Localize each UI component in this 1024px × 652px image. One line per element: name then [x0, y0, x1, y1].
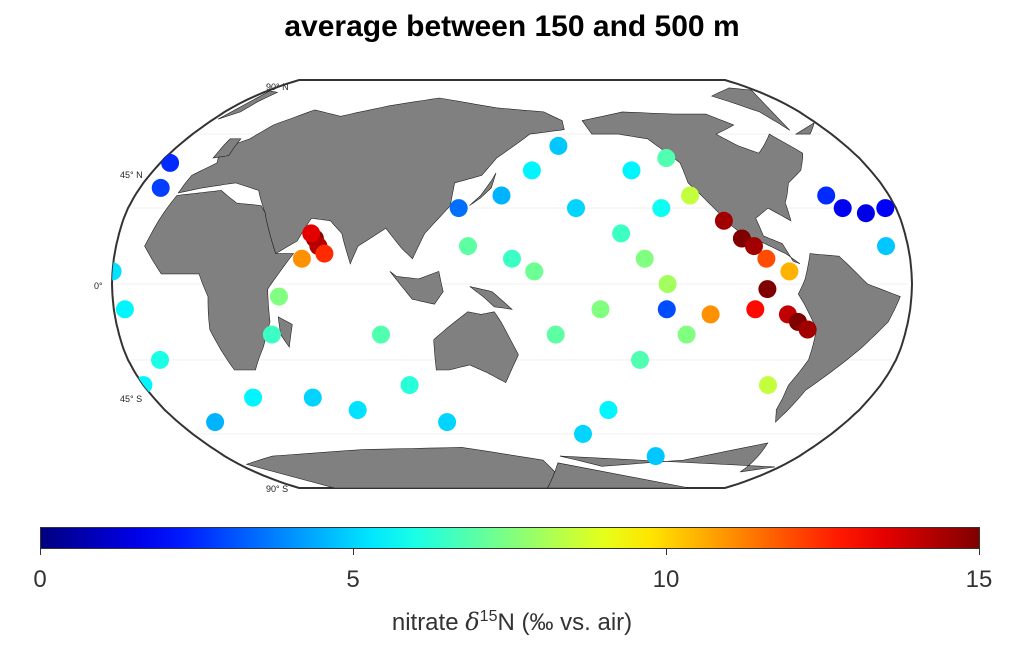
station-marker — [348, 401, 367, 419]
station-marker — [244, 388, 263, 407]
station-marker — [438, 413, 457, 432]
latitude-labels: 90° N 45° N 0° 45° S 90° S — [94, 82, 289, 494]
station-marker — [817, 186, 836, 205]
station-markers — [112, 136, 895, 466]
station-marker — [677, 325, 696, 344]
colorbar-tick-label-15: 15 — [965, 566, 993, 593]
colorbar-tick-5 — [353, 549, 354, 555]
station-marker — [757, 249, 776, 268]
station-marker — [302, 224, 321, 243]
station-marker — [759, 376, 777, 395]
station-marker — [657, 149, 676, 167]
station-marker — [658, 275, 677, 293]
station-marker — [745, 237, 763, 256]
station-marker — [876, 199, 895, 218]
station-marker — [151, 350, 169, 369]
lat-label-0: 0° — [94, 281, 103, 291]
station-marker — [833, 199, 852, 218]
colorbar-label-symbol: δ — [465, 608, 480, 636]
station-marker — [546, 325, 565, 344]
station-marker — [303, 388, 322, 407]
landmass — [469, 172, 497, 206]
station-marker — [856, 204, 875, 223]
lat-label-45n: 45° N — [120, 170, 143, 180]
station-marker — [549, 136, 568, 155]
colorbar — [40, 527, 980, 549]
station-marker — [492, 186, 511, 205]
station-marker — [372, 325, 390, 344]
station-marker — [877, 237, 895, 256]
colorbar-tick-10 — [666, 549, 667, 555]
station-marker — [652, 199, 671, 218]
landmass — [559, 442, 775, 473]
station-marker — [292, 249, 311, 268]
station-marker — [525, 262, 544, 281]
landmass — [469, 286, 513, 310]
station-marker — [591, 300, 610, 319]
station-marker — [681, 186, 700, 205]
lat-label-45s: 45° S — [120, 394, 142, 404]
station-marker — [134, 376, 153, 395]
map-title: average between 150 and 500 m — [284, 10, 740, 43]
station-marker — [635, 249, 654, 268]
station-marker — [758, 280, 777, 299]
station-marker — [714, 211, 733, 230]
landmass — [433, 311, 519, 384]
station-marker — [400, 376, 419, 395]
colorbar-label-suffix: N (‰ vs. air) — [497, 609, 633, 636]
landmass — [212, 138, 242, 159]
landmass — [581, 111, 804, 265]
landmass — [794, 122, 815, 135]
land-masses — [144, 87, 901, 488]
station-marker — [161, 153, 180, 172]
landmass — [389, 271, 444, 305]
landmass — [711, 87, 791, 131]
colorbar-label-superscript: 15 — [479, 608, 498, 625]
colorbar-tick-label-0: 0 — [33, 566, 47, 593]
station-marker — [746, 300, 765, 319]
colorbar-label: nitrate δ15N (‰ vs. air) — [0, 608, 1024, 637]
colorbar-label-prefix: nitrate — [391, 609, 466, 636]
station-marker — [567, 199, 585, 218]
station-marker — [115, 300, 134, 319]
landmass — [775, 253, 901, 423]
station-marker — [798, 320, 817, 339]
station-marker — [522, 161, 541, 180]
colorbar-tick-label-10: 10 — [652, 566, 680, 593]
colorbar-tick-15 — [979, 549, 980, 555]
landmass — [177, 97, 565, 265]
station-marker — [262, 325, 281, 344]
colorbar-tick-label-5: 5 — [346, 566, 360, 593]
landmass — [546, 462, 690, 488]
colorbar-tick-0 — [40, 549, 41, 555]
station-marker — [315, 244, 334, 263]
lat-label-90n: 90° N — [266, 82, 289, 92]
landmass — [277, 316, 293, 349]
station-marker — [574, 424, 592, 443]
station-marker — [112, 262, 122, 281]
station-marker — [612, 224, 631, 243]
station-marker — [449, 199, 468, 218]
station-marker — [780, 262, 799, 281]
station-marker — [657, 300, 676, 319]
station-marker — [270, 287, 288, 306]
station-marker — [701, 305, 720, 324]
station-marker — [646, 447, 665, 466]
station-marker — [151, 178, 170, 197]
station-marker — [631, 350, 649, 369]
station-marker — [599, 401, 618, 419]
landmass — [144, 190, 295, 371]
station-marker — [206, 413, 225, 432]
station-marker — [459, 237, 477, 256]
station-marker — [503, 249, 521, 268]
lat-label-90s: 90° S — [266, 484, 288, 494]
landmass — [217, 90, 279, 120]
station-marker — [622, 161, 641, 180]
